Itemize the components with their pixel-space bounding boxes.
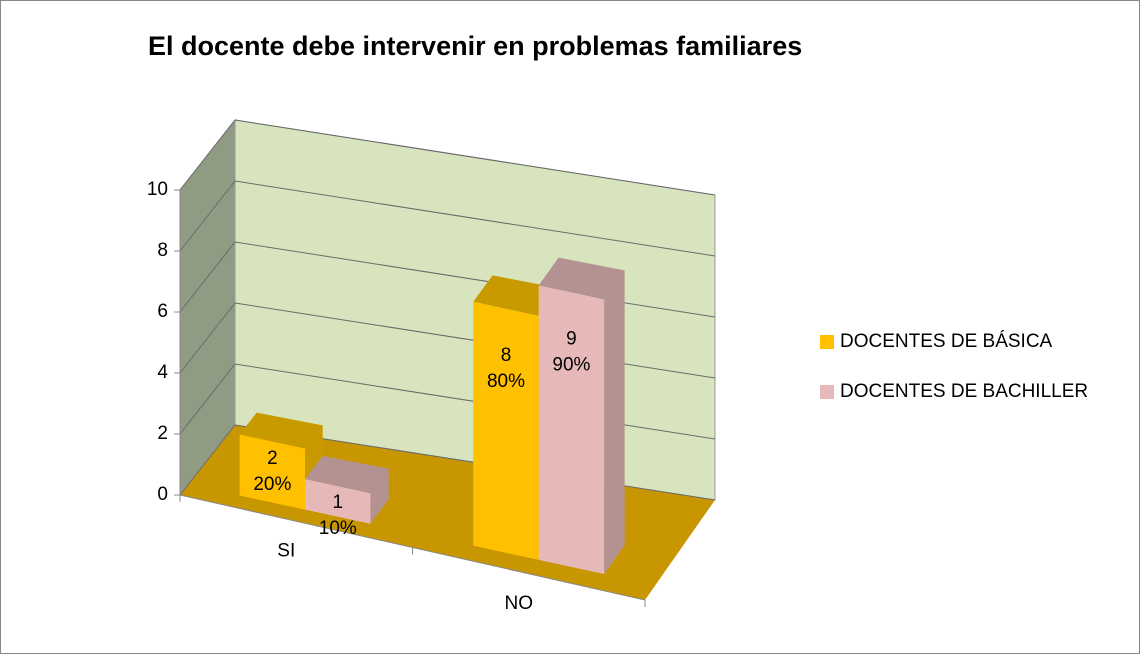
data-label: 2 (267, 448, 278, 469)
legend-label: DOCENTES DE BACHILLER (840, 381, 1088, 402)
legend-swatch (820, 385, 834, 399)
bar-front (305, 479, 371, 524)
data-label: 80% (487, 371, 525, 392)
data-label: 10% (319, 518, 357, 539)
bar-side (370, 468, 389, 524)
y-tick-label: 0 (157, 484, 168, 505)
grid-line (234, 119, 716, 196)
legend-swatch (820, 335, 834, 349)
x-tick-label: SI (277, 540, 295, 561)
grid-line (234, 241, 716, 318)
data-label: 20% (253, 474, 291, 495)
grid-line (179, 424, 236, 496)
y-tick-label: 6 (157, 301, 168, 322)
bar-side (604, 270, 625, 574)
y-tick-label: 4 (157, 362, 168, 383)
grid-line (234, 180, 716, 257)
grid-line (179, 180, 236, 252)
grid-line (179, 119, 236, 191)
y-tick-label: 10 (147, 179, 168, 200)
bar (538, 257, 625, 574)
bar-top (239, 412, 323, 449)
legend-label: DOCENTES DE BÁSICA (840, 331, 1053, 352)
x-tick-label: NO (505, 593, 534, 614)
data-label: 1 (332, 492, 343, 513)
y-tick-label: 2 (157, 423, 168, 444)
bar-front (473, 301, 539, 560)
grid-line (179, 241, 236, 313)
grid-line (179, 363, 236, 435)
bar-top (305, 455, 389, 494)
bar-front (239, 434, 306, 510)
bar-top (473, 275, 559, 316)
bar-front (538, 285, 605, 574)
chart-title: El docente debe intervenir en problemas … (148, 31, 802, 61)
data-label: 90% (552, 354, 590, 375)
bar (305, 455, 389, 524)
grid-line (179, 302, 236, 374)
bar-top (538, 257, 625, 300)
y-tick-label: 8 (157, 240, 168, 261)
data-label: 9 (566, 328, 577, 349)
data-label: 8 (501, 345, 512, 366)
